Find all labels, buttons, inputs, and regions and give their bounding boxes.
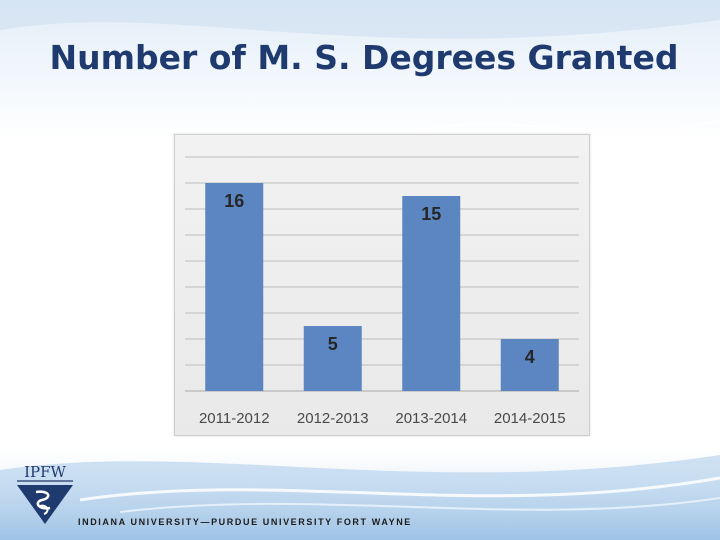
data-label: 5 — [328, 334, 338, 354]
bar-2011-2012 — [205, 183, 264, 391]
bar-chart: 16 2011-2012 5 2012-2013 15 2013-2014 4 2014-20… — [185, 156, 579, 427]
ipfw-logo: IPFW — [17, 463, 73, 524]
footer-text: INDIANA UNIVERSITY—PURDUE UNIVERSITY FOR… — [78, 517, 412, 527]
chart-area: 16 2011-2012 5 2012-2013 15 2013-2014 4 2014-20… — [174, 134, 590, 436]
bar-2013-2014 — [402, 196, 461, 391]
slide-title: Number of M. S. Degrees Granted — [49, 38, 679, 77]
x-tick-label: 2011-2012 — [199, 410, 270, 427]
x-tick-label: 2013-2014 — [395, 410, 467, 427]
x-tick-label: 2014-2015 — [494, 410, 566, 427]
data-label: 15 — [421, 204, 441, 224]
data-label: 4 — [525, 347, 535, 367]
x-tick-label: 2012-2013 — [297, 410, 369, 427]
bar-2012-2013 — [303, 326, 362, 391]
data-label: 16 — [224, 191, 244, 211]
bar-2014-2015 — [500, 339, 559, 391]
logo-text: IPFW — [24, 463, 66, 481]
